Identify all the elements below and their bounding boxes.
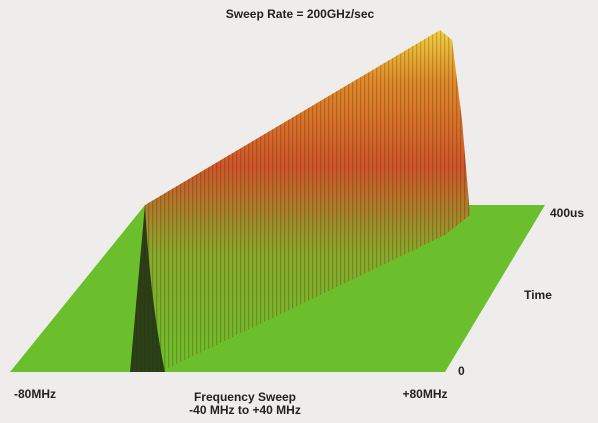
y-tick-label: 400us xyxy=(550,206,584,220)
x-axis-label: -40 MHz to +40 MHz xyxy=(189,403,301,417)
x-tick-label: +80MHz xyxy=(402,387,447,401)
ridge-stripes xyxy=(130,30,470,372)
ridge-front xyxy=(130,205,165,372)
x-tick-label: -80MHz xyxy=(14,387,56,401)
chart-title: Sweep Rate = 200GHz/sec xyxy=(226,7,375,21)
y-tick-label: 0 xyxy=(458,364,465,378)
y-axis-label: Time xyxy=(524,288,552,302)
x-axis-label: Frequency Sweep xyxy=(194,390,296,404)
